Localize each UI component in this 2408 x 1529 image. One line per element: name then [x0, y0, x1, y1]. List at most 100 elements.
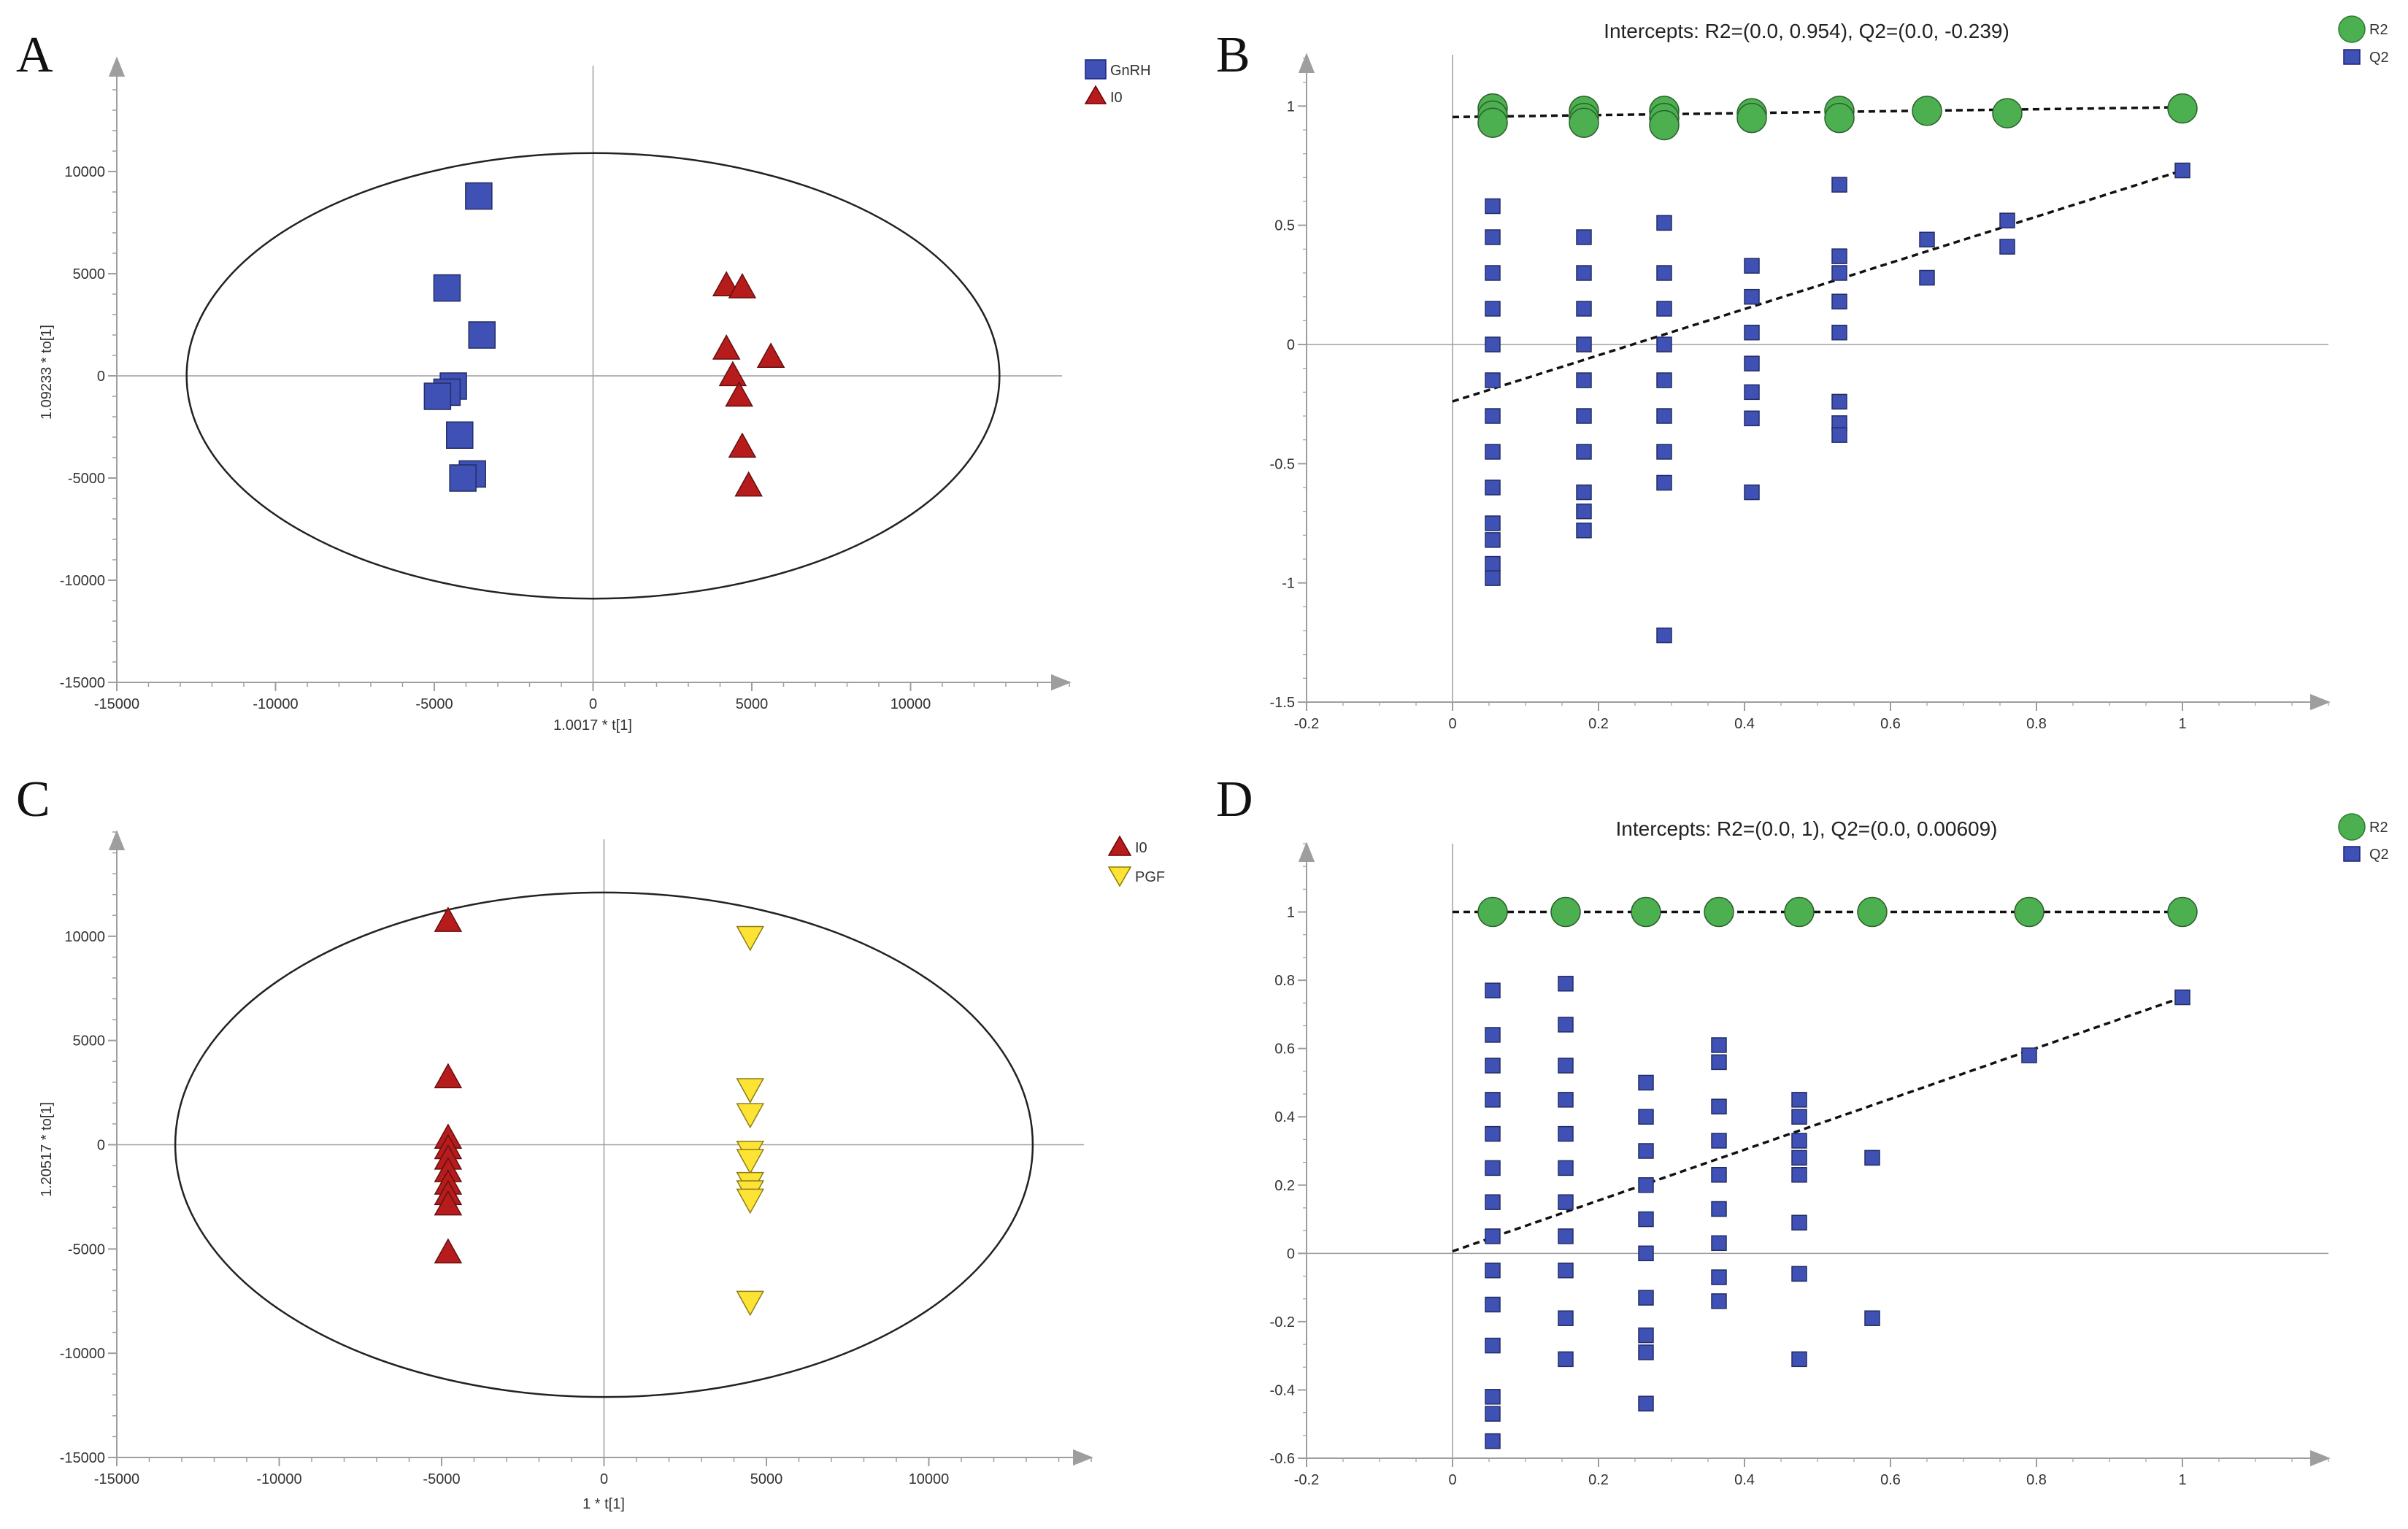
legend-marker-r2-d [2338, 813, 2366, 841]
legend-marker-q2-b [2343, 49, 2361, 65]
point-q2-d [1558, 1351, 1574, 1368]
y-axis-label-c: 1.20517 * to[1] [39, 1102, 55, 1197]
point-q2-b [1744, 258, 1760, 274]
point-q2-b [1485, 198, 1501, 215]
point-q2-b [1656, 215, 1672, 231]
plot-a: -15000 -10000 -5000 0 5000 10000 -15000 -10000 -… [60, 56, 1072, 712]
y-tick-label-c: -15000 [60, 1450, 105, 1466]
x-tick-label-a: 5000 [736, 696, 769, 712]
chart-title-b: Intercepts: R2=(0.0, 0.954), Q2=(0.0, -0… [1604, 20, 2009, 42]
y-tick-label-c: -5000 [68, 1241, 105, 1258]
point-q2-d [1485, 1406, 1501, 1422]
point-r2-b [1824, 102, 1855, 134]
legend-label-r2-b: R2 [2369, 22, 2388, 38]
point-q2-d [1558, 976, 1574, 992]
trendline-q2-b [1452, 169, 2183, 403]
point-q2-d [1485, 1262, 1501, 1279]
x-tick-label-a: 10000 [891, 696, 931, 712]
x-tick-label-d: 0.4 [1734, 1472, 1755, 1488]
point-q2-b [1485, 301, 1501, 317]
x-tick-label-b: 0.6 [1880, 716, 1901, 732]
point-pgf-c [736, 1103, 765, 1129]
point-i0-a [712, 334, 741, 360]
x-tick-label-b: 0.8 [2026, 716, 2047, 732]
legend-marker-gnrh [1085, 59, 1107, 80]
point-i0-a [725, 381, 753, 407]
point-q2-b [1656, 444, 1672, 460]
x-axis-label-a: 1.0017 * t[1] [553, 717, 632, 733]
point-q2-d [1558, 1194, 1574, 1210]
point-q2-b [1919, 231, 1935, 248]
point-q2-b [1485, 265, 1501, 281]
point-pgf-c [736, 1149, 765, 1175]
panel-a: A -15000 -10000 -5000 0 5000 10000 -15000 -1000… [16, 27, 1151, 733]
point-pgf-c [736, 925, 765, 952]
point-i0-a [728, 432, 757, 458]
point-q2-b [1485, 444, 1501, 460]
point-q2-d [1711, 1293, 1727, 1309]
point-q2-b [1485, 515, 1501, 531]
y-tick-label-a: -10000 [60, 573, 105, 589]
point-q2-d [1638, 1245, 1654, 1262]
point-q2-b [1999, 212, 2015, 228]
x-tick-label-d: 0.8 [2026, 1472, 2047, 1488]
point-q2-d [1638, 1327, 1654, 1344]
legend-c: I0 PGF [1107, 835, 1165, 887]
point-q2-d [1638, 1074, 1654, 1091]
point-q2-b [1656, 474, 1672, 491]
point-q2-d [1558, 1160, 1574, 1176]
point-pgf-c [736, 1078, 765, 1104]
point-gnrh-a [468, 321, 496, 349]
point-q2-b [1831, 265, 1847, 281]
hotelling-ellipse-c [174, 891, 1034, 1398]
point-q2-d [1638, 1290, 1654, 1306]
y-tick-label-d: 1 [1287, 905, 1295, 921]
point-q2-d [1638, 1344, 1654, 1360]
y-tick-label-b: -1.5 [1270, 695, 1295, 711]
point-q2-b [1576, 503, 1592, 520]
point-q2-d [1711, 1054, 1727, 1071]
point-q2-d [1711, 1269, 1727, 1285]
point-q2-b [1576, 408, 1592, 424]
point-q2-b [1485, 555, 1501, 572]
point-i0-c [434, 1238, 463, 1264]
y-tick-label-a: 10000 [64, 164, 105, 180]
point-q2-d [1485, 1389, 1501, 1405]
point-q2-d [1485, 1058, 1501, 1074]
point-r2-b [1649, 109, 1680, 141]
legend-a: GnRH I0 [1084, 59, 1151, 106]
panel-letter-a: A [16, 27, 53, 83]
y-tick-label-a: 0 [97, 369, 105, 385]
x-tick-label-a: -15000 [94, 696, 139, 712]
point-q2-d [1558, 1017, 1574, 1033]
y-tick-label-d: 0.6 [1274, 1041, 1295, 1058]
legend-label-gnrh: GnRH [1110, 63, 1151, 79]
point-q2-d [1558, 1262, 1574, 1279]
point-q2-d [1711, 1235, 1727, 1252]
point-q2-b [1656, 265, 1672, 281]
point-q2-d [1485, 1125, 1501, 1142]
point-q2-b [1485, 372, 1501, 388]
y-tick-label-c: -10000 [60, 1346, 105, 1362]
point-r2-d [1784, 896, 1815, 928]
plot-b: -0.2 0 0.2 0.4 0.6 0.8 1 -1.5 -1 -0.5 0 0.5 1 [1270, 53, 2331, 732]
y-tick-label-d: -0.4 [1270, 1382, 1295, 1398]
legend-label-q2-b: Q2 [2369, 50, 2389, 66]
point-q2-b [1744, 410, 1760, 427]
point-r2-b [1569, 107, 1599, 138]
chart-title-d: Intercepts: R2=(0.0, 1), Q2=(0.0, 0.0060… [1616, 817, 1998, 840]
point-gnrh-a [446, 421, 474, 449]
y-tick-label-d: -0.6 [1270, 1451, 1295, 1467]
point-q2-b [1831, 248, 1847, 264]
x-tick-label-d: 0.6 [1880, 1472, 1901, 1488]
y-axis-label-a: 1.09233 * to[1] [39, 325, 55, 420]
legend-label-q2-d: Q2 [2369, 847, 2389, 863]
point-q2-d [2174, 989, 2190, 1006]
x-tick-label-d: 1 [2178, 1472, 2186, 1488]
legend-label-pgf: PGF [1135, 869, 1165, 885]
point-r2-b [1736, 102, 1767, 134]
point-q2-d [1791, 1133, 1807, 1149]
point-r2-d [1550, 896, 1581, 928]
